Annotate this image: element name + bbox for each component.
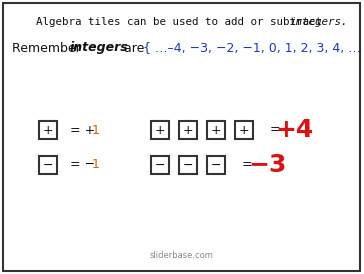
Text: are: are xyxy=(120,41,149,55)
Text: 1: 1 xyxy=(92,158,100,172)
Text: =: = xyxy=(242,158,253,172)
Text: −: − xyxy=(183,158,193,172)
Text: +: + xyxy=(211,124,221,136)
Text: =: = xyxy=(270,124,281,136)
Text: −: − xyxy=(155,158,165,172)
Text: −: − xyxy=(43,158,53,172)
Text: { …–4, −3, −2, −1, 0, 1, 2, 3, 4, … }: { …–4, −3, −2, −1, 0, 1, 2, 3, 4, … } xyxy=(143,41,364,55)
Text: 1: 1 xyxy=(92,124,100,136)
FancyBboxPatch shape xyxy=(39,121,57,139)
Text: sliderbase.com: sliderbase.com xyxy=(150,250,214,259)
Text: −3: −3 xyxy=(248,153,286,177)
FancyBboxPatch shape xyxy=(207,121,225,139)
Text: +4: +4 xyxy=(275,118,313,142)
Text: +: + xyxy=(155,124,165,136)
FancyBboxPatch shape xyxy=(235,121,253,139)
Text: Remember: Remember xyxy=(12,41,85,55)
FancyBboxPatch shape xyxy=(179,156,197,174)
Text: Algebra tiles can be used to add or subtract: Algebra tiles can be used to add or subt… xyxy=(36,17,328,27)
Text: +: + xyxy=(183,124,193,136)
FancyBboxPatch shape xyxy=(207,156,225,174)
Text: integers: integers xyxy=(70,41,129,55)
Text: integers.: integers. xyxy=(290,17,348,27)
Text: = −: = − xyxy=(70,158,95,172)
FancyBboxPatch shape xyxy=(179,121,197,139)
Text: +: + xyxy=(43,124,53,136)
FancyBboxPatch shape xyxy=(39,156,57,174)
Text: +: + xyxy=(239,124,249,136)
FancyBboxPatch shape xyxy=(151,121,169,139)
Text: −: − xyxy=(211,158,221,172)
FancyBboxPatch shape xyxy=(151,156,169,174)
FancyBboxPatch shape xyxy=(3,3,360,271)
Text: = +: = + xyxy=(70,124,95,136)
